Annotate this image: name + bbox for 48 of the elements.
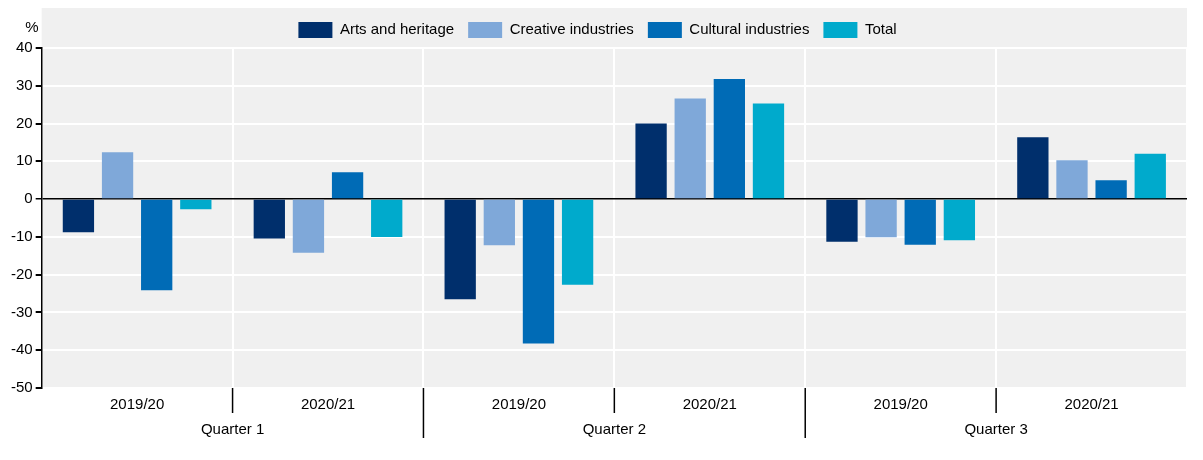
bar [713, 78, 745, 199]
x-tick-label: 2019/20 [491, 395, 547, 413]
bar [253, 199, 285, 239]
y-tick-label: -10 [10, 227, 33, 245]
x-tick-label: 2020/21 [1064, 395, 1119, 413]
y-tick-label: 0 [24, 189, 33, 207]
y-tick-label: -30 [10, 302, 33, 320]
bar [865, 199, 897, 238]
legend-label: Arts and heritage [339, 20, 455, 38]
y-tick-label: 30 [15, 75, 33, 93]
text: Quarter 1 [200, 419, 265, 437]
legend-label: Creative industries [509, 20, 634, 38]
y-tick-label: -50 [10, 378, 33, 396]
legend-label: Total [864, 20, 897, 38]
bar [444, 199, 476, 300]
y-tick-label: 40 [15, 38, 33, 56]
bar [904, 199, 936, 245]
bar [1134, 153, 1166, 199]
legend-label: Cultural industries [689, 20, 810, 38]
bar [371, 199, 403, 237]
y-axis-title: % [25, 18, 39, 36]
bar [674, 98, 706, 199]
bar [1056, 160, 1088, 199]
bar [522, 199, 555, 344]
text: Quarter 2 [582, 419, 647, 437]
bar [331, 172, 364, 199]
bar [1017, 137, 1049, 199]
bar [943, 199, 976, 241]
y-tick-label: 20 [15, 113, 33, 131]
y-tick-label: -40 [10, 340, 33, 358]
bar [62, 199, 95, 233]
bar [826, 199, 858, 242]
y-tick-label: 10 [15, 151, 33, 169]
bar [101, 152, 134, 199]
bar [752, 103, 785, 199]
bar [561, 199, 594, 285]
bar [292, 199, 325, 253]
bar [180, 199, 212, 210]
text: Quarter 3 [964, 419, 1028, 437]
bar [1095, 180, 1127, 199]
x-tick-label: 2020/21 [682, 395, 737, 413]
bar [141, 199, 173, 291]
bar [635, 123, 667, 199]
x-tick-label: 2020/21 [300, 395, 356, 413]
y-tick-label: -20 [10, 264, 33, 282]
x-tick-label: 2019/20 [110, 395, 165, 413]
x-tick-label: 2019/20 [873, 395, 928, 413]
bar [483, 199, 515, 246]
